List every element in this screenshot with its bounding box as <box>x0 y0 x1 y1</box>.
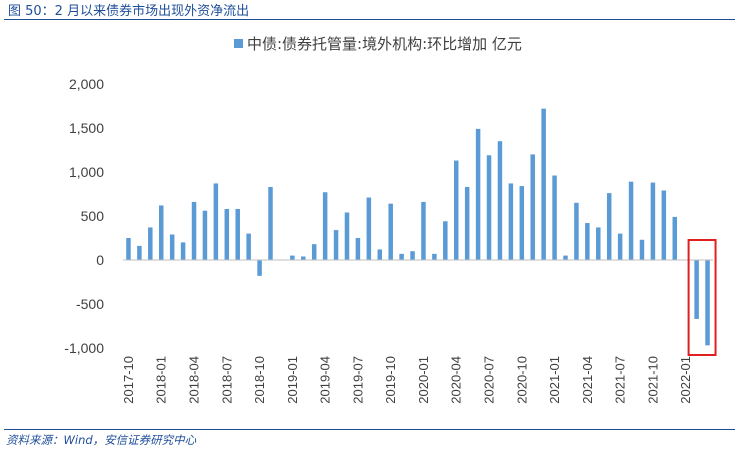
bar-2021-05 <box>596 227 601 260</box>
bar-2018-02 <box>169 234 175 260</box>
y-tick-label: -1,000 <box>64 340 104 356</box>
x-tick-label: 2021-01 <box>547 356 562 404</box>
x-tick-label: 2021-07 <box>613 356 628 404</box>
bar-2021-03 <box>574 202 579 260</box>
x-tick-label: 2019-10 <box>383 356 398 404</box>
legend-swatch <box>234 39 243 48</box>
bar-2021-09 <box>639 239 645 260</box>
bar-2018-03 <box>180 242 186 260</box>
bar-2019-02 <box>301 256 306 260</box>
bar-2019-08 <box>366 197 372 260</box>
figure-title: 图 50：2 月以来债券市场出现外资净流出 <box>8 4 250 19</box>
x-tick-label: 2019-07 <box>350 356 365 404</box>
bar-2020-11 <box>530 154 535 260</box>
x-tick-label: 2019-04 <box>318 356 333 404</box>
bar-2017-12 <box>148 227 153 260</box>
x-tick-label: 2022-01 <box>678 356 693 404</box>
bar-2018-07 <box>224 208 230 260</box>
bar-2019-12 <box>410 251 415 260</box>
bar-2018-11 <box>268 186 273 260</box>
bar-2021-12 <box>672 216 678 260</box>
bar-2021-06 <box>606 193 612 260</box>
x-tick-label: 2018-04 <box>187 356 202 404</box>
x-tick-label: 2018-10 <box>252 356 267 404</box>
bottom-divider <box>4 429 735 430</box>
bar-2019-03 <box>311 244 317 260</box>
bar-2017-11 <box>137 245 142 260</box>
bar-2019-01 <box>290 255 295 260</box>
bar-2020-03 <box>443 221 448 260</box>
x-tick-label: 2020-07 <box>482 356 497 404</box>
bar-2022-03 <box>705 260 710 346</box>
bar-2020-12 <box>541 108 546 260</box>
legend-label: 中债:债券托管量:境外机构:环比增加 亿元 <box>247 35 522 53</box>
bar-2019-09 <box>377 249 383 260</box>
bar-2021-02 <box>563 255 568 260</box>
top-divider <box>4 19 735 20</box>
bar-2018-06 <box>213 183 219 260</box>
bar-2020-07 <box>486 155 492 260</box>
bar-2020-01 <box>421 201 426 260</box>
x-tick-label: 2020-10 <box>514 356 529 404</box>
bar-2021-07 <box>617 233 623 260</box>
y-tick-label: 0 <box>96 252 104 268</box>
y-axis: -1,000 -500 0 500 1,000 1,500 2,000 <box>64 76 104 356</box>
bar-2020-04 <box>453 160 459 260</box>
bar-2019-05 <box>333 230 339 260</box>
x-tick-label: 2019-01 <box>285 356 300 404</box>
y-tick-label: 1,500 <box>69 120 104 136</box>
bar-2018-05 <box>202 210 208 260</box>
x-tick-label: 2020-01 <box>416 356 431 404</box>
bar-2018-04 <box>191 201 197 260</box>
bar-2018-10 <box>257 260 262 276</box>
x-tick-label: 2021-04 <box>580 356 595 404</box>
bar-2021-08 <box>628 181 634 260</box>
x-tick-label: 2018-07 <box>219 356 234 404</box>
x-tick-label: 2018-01 <box>154 356 169 404</box>
bar-2019-11 <box>399 253 404 260</box>
y-tick-label: 2,000 <box>69 76 104 92</box>
bar-2020-02 <box>432 253 437 260</box>
x-axis: 2017-10 2018-01 2018-04 2018-07 2018-10 2019-… <box>121 356 693 404</box>
bar-2019-07 <box>355 238 361 260</box>
bar-2019-10 <box>388 203 393 260</box>
x-tick-label: 2020-04 <box>449 356 464 404</box>
bar-series <box>126 108 710 346</box>
bar-2022-02 <box>694 260 699 319</box>
bar-2021-04 <box>585 223 590 260</box>
legend: 中债:债券托管量:境外机构:环比增加 亿元 <box>234 35 522 53</box>
bar-2019-04 <box>322 192 328 260</box>
bar-2020-06 <box>475 128 481 260</box>
bar-2020-09 <box>508 183 514 260</box>
x-tick-label: 2021-10 <box>645 356 660 404</box>
y-tick-label: -500 <box>76 296 104 312</box>
bar-2020-05 <box>464 186 470 260</box>
x-tick-label: 2017-10 <box>121 356 136 404</box>
bar-2018-09 <box>246 233 251 260</box>
highlight-box <box>687 239 717 356</box>
bar-2021-11 <box>661 190 667 260</box>
y-tick-label: 1,000 <box>69 164 104 180</box>
y-tick-label: 500 <box>81 208 105 224</box>
bar-2019-06 <box>344 212 350 260</box>
bar-2020-08 <box>497 141 503 260</box>
bar-2018-01 <box>158 205 164 260</box>
bar-2020-10 <box>519 186 525 260</box>
source-note: 资料来源：Wind，安信证券研究中心 <box>6 433 197 447</box>
bar-2018-08 <box>235 208 240 260</box>
bar-2021-10 <box>650 182 656 260</box>
bar-2021-01 <box>552 175 557 260</box>
bar-2017-10 <box>126 238 131 260</box>
